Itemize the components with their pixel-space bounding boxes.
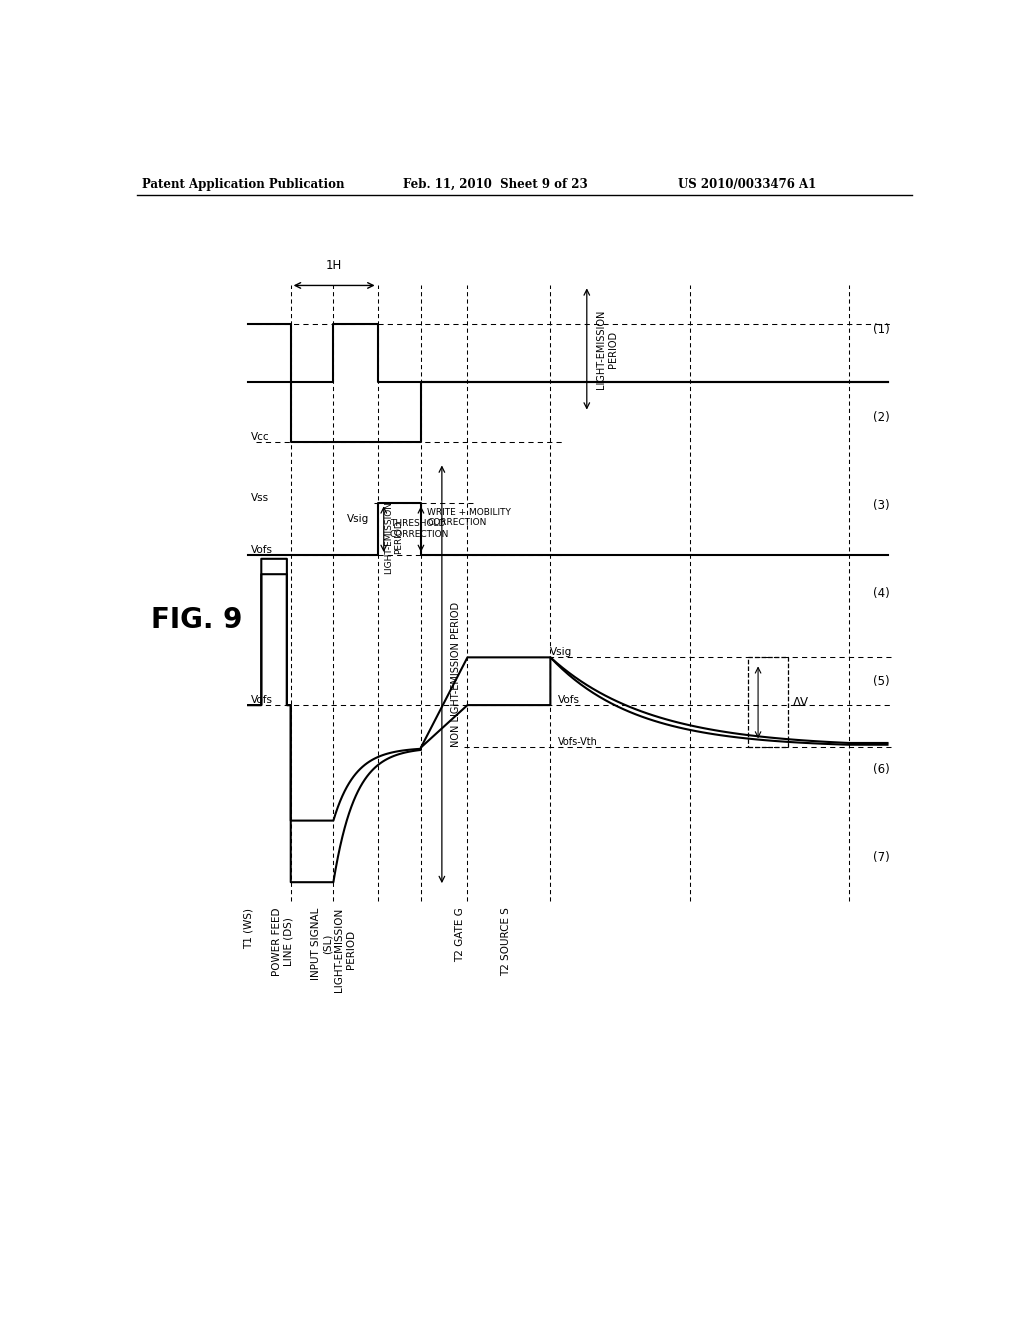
- Text: (2): (2): [872, 411, 890, 424]
- Text: LIGHT-EMISSION
PERIOD: LIGHT-EMISSION PERIOD: [596, 309, 617, 388]
- Text: US 2010/0033476 A1: US 2010/0033476 A1: [678, 178, 816, 190]
- Text: 1H: 1H: [326, 259, 342, 272]
- Text: Vss: Vss: [251, 494, 268, 503]
- Text: Vofs-Vth: Vofs-Vth: [558, 738, 598, 747]
- Text: Vofs: Vofs: [251, 545, 272, 554]
- Text: Vofs: Vofs: [558, 696, 581, 705]
- Text: NON LIGHT-EMISSION PERIOD: NON LIGHT-EMISSION PERIOD: [452, 602, 461, 747]
- Text: LIGHT-EMISSION
PERIOD: LIGHT-EMISSION PERIOD: [334, 908, 355, 991]
- Bar: [748, 657, 788, 747]
- Text: (6): (6): [872, 763, 890, 776]
- Text: Patent Application Publication: Patent Application Publication: [142, 178, 344, 190]
- Text: Feb. 11, 2010  Sheet 9 of 23: Feb. 11, 2010 Sheet 9 of 23: [403, 178, 588, 190]
- Text: (5): (5): [873, 675, 890, 688]
- Text: WRITE + MOBILITY
CORRECTION: WRITE + MOBILITY CORRECTION: [427, 508, 511, 527]
- Text: Vsig: Vsig: [346, 515, 369, 524]
- Text: Vofs: Vofs: [251, 696, 272, 705]
- Text: (3): (3): [873, 499, 890, 512]
- Text: T2 SOURCE S: T2 SOURCE S: [501, 908, 511, 977]
- Text: FIG. 9: FIG. 9: [152, 606, 243, 635]
- Text: Vsig: Vsig: [550, 647, 572, 657]
- Text: T2 GATE G: T2 GATE G: [455, 908, 465, 962]
- Text: T1 (WS): T1 (WS): [243, 908, 253, 949]
- Text: POWER FEED
LINE (DS): POWER FEED LINE (DS): [272, 908, 294, 975]
- Text: (1): (1): [872, 323, 890, 337]
- Text: (7): (7): [872, 851, 890, 865]
- Text: LIGHT-EMISSION
PERIOD: LIGHT-EMISSION PERIOD: [384, 500, 403, 574]
- Text: ΔV: ΔV: [793, 696, 809, 709]
- Text: INPUT SIGNAL
(SL): INPUT SIGNAL (SL): [311, 908, 333, 979]
- Text: (4): (4): [872, 587, 890, 601]
- Text: Vcc: Vcc: [251, 432, 269, 442]
- Text: THRESHOLD
CORRECTION: THRESHOLD CORRECTION: [390, 520, 450, 539]
